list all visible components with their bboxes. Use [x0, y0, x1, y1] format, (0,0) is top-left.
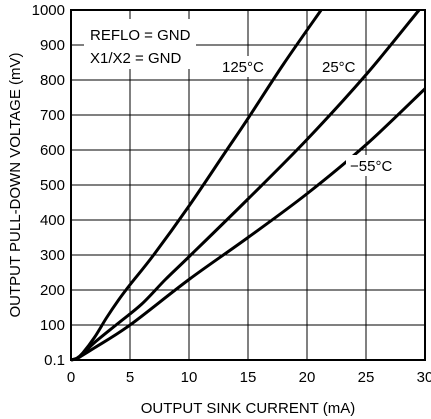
curve-label-minus55: −55°C: [350, 158, 392, 175]
curve-label-25: 25°C: [322, 59, 356, 76]
x-tick-label: 25: [358, 369, 375, 386]
y-tick-label: 200: [40, 282, 65, 299]
y-axis-label: OUTPUT PULL-DOWN VOLTAGE (mV): [7, 52, 24, 317]
annotation-line-2: X1/X2 = GND: [90, 50, 181, 67]
y-tick-label: 500: [40, 177, 65, 194]
y-tick-label: 1000: [32, 2, 65, 19]
plot-frame: [70, 9, 426, 361]
y-tick-label: 400: [40, 212, 65, 229]
y-tick-label: 100: [40, 317, 65, 334]
x-tick-label: 5: [126, 369, 134, 386]
y-tick-labels: 0.1 100 200 300 400 500 600 700 800 900 1000: [32, 2, 65, 369]
curve-label-125-bg: [218, 56, 270, 77]
y-tick-label: 300: [40, 247, 65, 264]
curve-label-125: 125°C: [222, 59, 264, 76]
annotation-line-1: REFLO = GND: [90, 27, 191, 44]
x-tick-label: 20: [299, 369, 316, 386]
y-tick-label: 700: [40, 107, 65, 124]
y-tick-label: 900: [40, 37, 65, 54]
y-tick-label: 800: [40, 72, 65, 89]
x-tick-label: 0: [67, 369, 75, 386]
annotation-box: [84, 19, 196, 69]
curve-label-25-bg: [318, 56, 362, 77]
y-tick-label: 0.1: [44, 352, 65, 369]
curve-label-minus55-bg: [346, 155, 402, 176]
x-tick-label: 15: [240, 369, 257, 386]
x-tick-labels: 0 5 10 15 20 25 30: [67, 369, 431, 386]
x-tick-label: 30: [417, 369, 431, 386]
y-tick-label: 600: [40, 142, 65, 159]
x-axis-label: OUTPUT SINK CURRENT (mA): [141, 400, 355, 417]
x-tick-label: 10: [181, 369, 198, 386]
